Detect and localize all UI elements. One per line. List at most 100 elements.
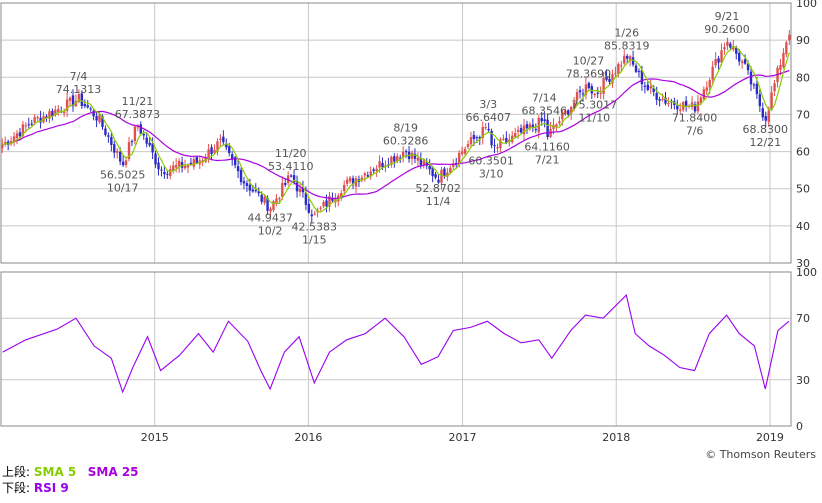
candle-body	[705, 87, 708, 91]
annotation-value-label: 7/21	[535, 153, 560, 166]
candle-body	[581, 93, 585, 95]
candle-body	[33, 117, 36, 123]
candle-body	[130, 141, 134, 143]
candle-body	[761, 108, 764, 118]
annotation-value-label: 7/6	[686, 125, 704, 138]
candle-body	[575, 92, 579, 100]
x-year-tick-label: 2019	[756, 431, 784, 444]
candle-body	[540, 117, 543, 122]
candle-body	[21, 124, 25, 136]
candle-body	[466, 144, 470, 147]
candle-body	[51, 110, 54, 116]
annotation-value-label: 53.4110	[268, 160, 314, 173]
candle-body	[620, 65, 623, 67]
candle-body	[121, 161, 125, 166]
candle-body	[543, 119, 546, 121]
candle-body	[487, 128, 490, 131]
candle-body	[148, 142, 151, 146]
candle-body	[572, 102, 576, 110]
sma25-line	[2, 69, 790, 200]
candle-body	[646, 84, 650, 90]
rsi-y-tick-label: 30	[796, 374, 810, 387]
candle-body	[101, 116, 104, 127]
candle-body	[166, 173, 169, 175]
annotation-value-label: 66.6407	[465, 111, 511, 124]
annotation-value-label: 3/10	[479, 167, 504, 180]
candle-body	[210, 147, 213, 154]
annotation-date-label: 9/21	[715, 10, 740, 23]
candle-body	[12, 136, 16, 142]
candle-body	[116, 150, 119, 153]
candle-body	[711, 66, 714, 80]
candle-body	[723, 47, 726, 50]
candle-body	[381, 162, 384, 168]
candle-body	[65, 99, 69, 111]
candle-body	[755, 83, 759, 95]
candle-body	[596, 92, 599, 94]
candle-body	[118, 152, 122, 162]
candle-body	[490, 130, 493, 146]
annotation-value-label: 10/17	[107, 182, 139, 195]
annotation-value-label: 10/2	[258, 224, 283, 237]
candle-body	[661, 98, 664, 101]
candle-body	[443, 168, 446, 176]
candle-body	[558, 121, 561, 124]
rsi-y-tick-label: 0	[796, 420, 803, 433]
annotation-value-label: 67.3873	[115, 108, 161, 121]
candle-body	[289, 175, 293, 177]
candle-body	[655, 93, 658, 100]
candle-body	[98, 114, 101, 123]
candle-body	[186, 164, 190, 168]
candle-body	[86, 105, 89, 108]
candle-body	[590, 86, 594, 94]
candle-body	[449, 167, 452, 173]
rsi-line-group	[2, 294, 790, 394]
candle-body	[425, 162, 428, 166]
candle-body	[410, 152, 414, 159]
annotation-date-label: 56.5025	[100, 169, 146, 182]
candle-body	[564, 110, 567, 115]
price-y-tick-label: 40	[796, 220, 810, 233]
annotation-value-label: 90.2600	[704, 23, 750, 36]
candle-body	[608, 78, 611, 82]
annotation-value-label: 1/15	[302, 233, 327, 246]
candle-body	[104, 128, 107, 135]
candle-body	[207, 149, 210, 158]
candle-body	[154, 153, 157, 165]
candle-body	[643, 85, 647, 87]
candle-body	[1, 145, 4, 149]
candle-body	[785, 42, 788, 55]
candle-body	[242, 181, 246, 184]
candle-body	[649, 86, 652, 89]
price-panel-grid	[1, 2, 791, 264]
candle-body	[127, 142, 131, 160]
candle-body	[239, 169, 243, 183]
candle-body	[322, 202, 325, 207]
candle-body	[631, 57, 635, 65]
candle-body	[9, 141, 13, 143]
candle-body	[667, 102, 670, 105]
candle-body	[496, 147, 499, 149]
legend-upper-label: 上段:	[2, 465, 31, 479]
annotation-value-label: 60.3286	[383, 134, 429, 147]
candle-body	[726, 41, 729, 46]
candle-body	[331, 197, 334, 201]
candle-body	[528, 124, 532, 129]
axis-tick-labels: 30 40 50 60 70 80 90 100 0 30 70 100 2015 2016 2017 201…	[141, 0, 817, 444]
price-y-tick-label: 50	[796, 183, 810, 196]
candle-body	[484, 127, 487, 129]
candle-body	[505, 137, 508, 143]
candle-body	[301, 187, 305, 193]
candle-body	[493, 145, 496, 147]
candle-body	[628, 56, 632, 61]
candle-body	[233, 157, 237, 166]
candle-body	[281, 183, 284, 197]
candle-body	[124, 160, 128, 166]
price-annotations: 7/474.131311/2167.387356.502510/1711/205…	[56, 10, 788, 246]
candle-body	[169, 169, 172, 176]
candle-body	[738, 53, 741, 62]
candle-body	[684, 100, 688, 107]
candle-body	[702, 89, 706, 99]
candle-body	[469, 137, 473, 145]
